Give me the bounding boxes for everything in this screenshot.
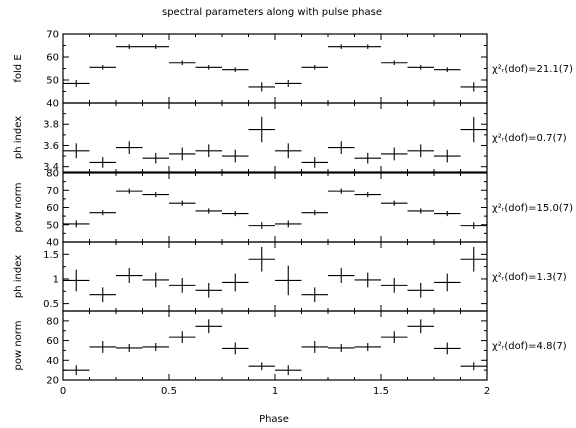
y-tick-label: 40 bbox=[46, 356, 59, 367]
y-tick-label: 40 bbox=[46, 99, 59, 110]
panel-frame bbox=[62, 172, 488, 243]
y-tick-label: 3.4 bbox=[43, 162, 59, 173]
panel-frame bbox=[62, 102, 488, 173]
panel-1: 40 50 60 70 fold E χ²ᵣ(dof)=21.1(7) bbox=[13, 30, 573, 110]
y-tick-label: 50 bbox=[46, 76, 59, 87]
y-tick-label: 60 bbox=[46, 336, 59, 347]
y-axis-label: pow norm bbox=[13, 321, 24, 371]
y-axis-label: ph index bbox=[13, 116, 24, 159]
y-axis-label: ph index bbox=[13, 255, 24, 298]
y-tick-label: 70 bbox=[46, 186, 59, 197]
y-tick-label: 60 bbox=[46, 53, 59, 64]
panel-2: 3.4 3.6 3.8 ph index χ²ᵣ(dof)=0.7(7) bbox=[13, 102, 567, 173]
y-tick-label: 60 bbox=[46, 203, 59, 214]
x-tick-label: 0.5 bbox=[161, 386, 177, 397]
y-tick-label: 20 bbox=[46, 376, 59, 387]
x-tick-label: 0 bbox=[60, 386, 66, 397]
x-tick-label: 1.5 bbox=[373, 386, 389, 397]
y-tick-label: 80 bbox=[46, 169, 59, 180]
x-tick-label: 2 bbox=[484, 386, 490, 397]
panel-frame bbox=[62, 33, 488, 104]
y-tick-label: 3.8 bbox=[43, 120, 59, 131]
x-tick-label: 1 bbox=[272, 386, 278, 397]
chi-square-label: χ²ᵣ(dof)=1.3(7) bbox=[492, 272, 567, 283]
chi-square-label: χ²ᵣ(dof)=15.0(7) bbox=[492, 203, 573, 214]
y-axis-label: fold E bbox=[13, 54, 24, 82]
chi-square-label: χ²ᵣ(dof)=4.8(7) bbox=[492, 341, 567, 352]
panel-5: 20 40 60 80 pow norm χ²ᵣ(dof)=4.8(7) 0 0.5 1 1.5 2 bbox=[13, 310, 567, 397]
y-tick-label: 1.5 bbox=[43, 250, 59, 261]
panel-3: 40 50 60 70 80 pow norm χ²ᵣ(dof)=15.0(7) bbox=[13, 169, 573, 249]
y-tick-label: 70 bbox=[46, 30, 59, 41]
chi-square-label: χ²ᵣ(dof)=0.7(7) bbox=[492, 133, 567, 144]
y-tick-label: 1 bbox=[53, 274, 59, 285]
y-tick-label: 3.6 bbox=[43, 141, 59, 152]
y-axis-label: pow norm bbox=[13, 183, 24, 233]
chart-title: spectral parameters along with pulse pha… bbox=[162, 7, 382, 18]
y-tick-label: 50 bbox=[46, 220, 59, 231]
y-tick-label: 0.5 bbox=[43, 299, 59, 310]
y-tick-label: 40 bbox=[46, 238, 59, 249]
panel-4: 0.5 1 1.5 ph index χ²ᵣ(dof)=1.3(7) bbox=[13, 241, 567, 312]
panel-frame bbox=[62, 241, 488, 312]
chi-square-label: χ²ᵣ(dof)=21.1(7) bbox=[492, 64, 573, 75]
y-tick-label: 80 bbox=[46, 316, 59, 327]
x-axis-label: Phase bbox=[259, 414, 289, 425]
panels-group: 40 50 60 70 fold E χ²ᵣ(dof)=21.1(7) 3.4 3.6 3.8 p… bbox=[13, 30, 573, 398]
